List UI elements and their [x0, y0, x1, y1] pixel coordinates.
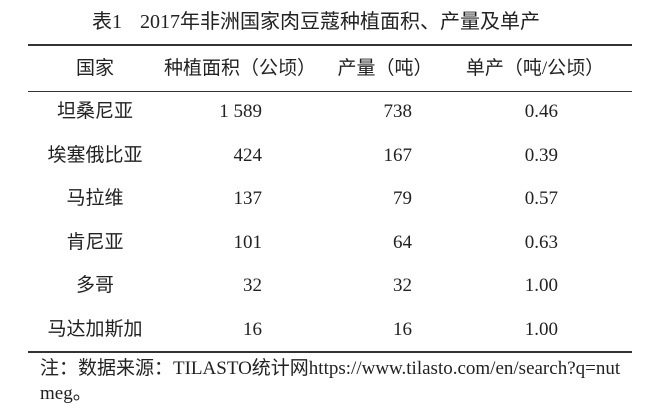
- value-cell: 32: [243, 275, 262, 296]
- value-cell: 64: [393, 231, 412, 253]
- value-cell: 16: [393, 318, 412, 340]
- value-cell: 0.63: [524, 231, 558, 253]
- value-cell: 101: [233, 231, 263, 253]
- value-cell: 137: [233, 188, 263, 209]
- value-cell: 738: [383, 101, 413, 122]
- country-cell: 埃塞俄比亚: [47, 144, 143, 166]
- table-title: 2017年非洲国家肉豆蔻种植面积、产量及单产: [140, 11, 540, 33]
- value-cell: 0.57: [524, 188, 558, 209]
- country-cell: 多哥: [75, 275, 115, 296]
- value-cell: 16: [243, 318, 262, 340]
- value-cell: 1.00: [524, 318, 558, 340]
- header-cell: 国家: [75, 58, 115, 79]
- table-number: 表1: [92, 11, 122, 33]
- bottom-rule: [28, 351, 632, 353]
- header-rule: [28, 91, 632, 92]
- value-cell: 0.46: [524, 101, 558, 122]
- header-cell: 种植面积（公顷）: [163, 58, 317, 79]
- value-cell: 167: [383, 144, 413, 166]
- country-cell: 坦桑尼亚: [56, 101, 134, 122]
- value-cell: 1.00: [524, 275, 558, 296]
- header-cell: 产量（吨）: [337, 58, 433, 79]
- value-cell: 424: [233, 144, 263, 166]
- header-cell: 单产（吨/公顷）: [465, 58, 605, 79]
- country-cell: 马拉维: [66, 188, 124, 209]
- country-cell: 马达加斯加: [47, 318, 143, 340]
- value-cell: 1 589: [219, 101, 262, 122]
- top-rule: [28, 44, 632, 46]
- value-cell: 79: [393, 188, 412, 209]
- note: 注：数据来源：TILASTO统计网https://www.tilasto.com…: [40, 358, 621, 404]
- country-cell: 肯尼亚: [66, 231, 124, 253]
- value-cell: 0.39: [524, 144, 558, 166]
- value-cell: 32: [393, 275, 412, 296]
